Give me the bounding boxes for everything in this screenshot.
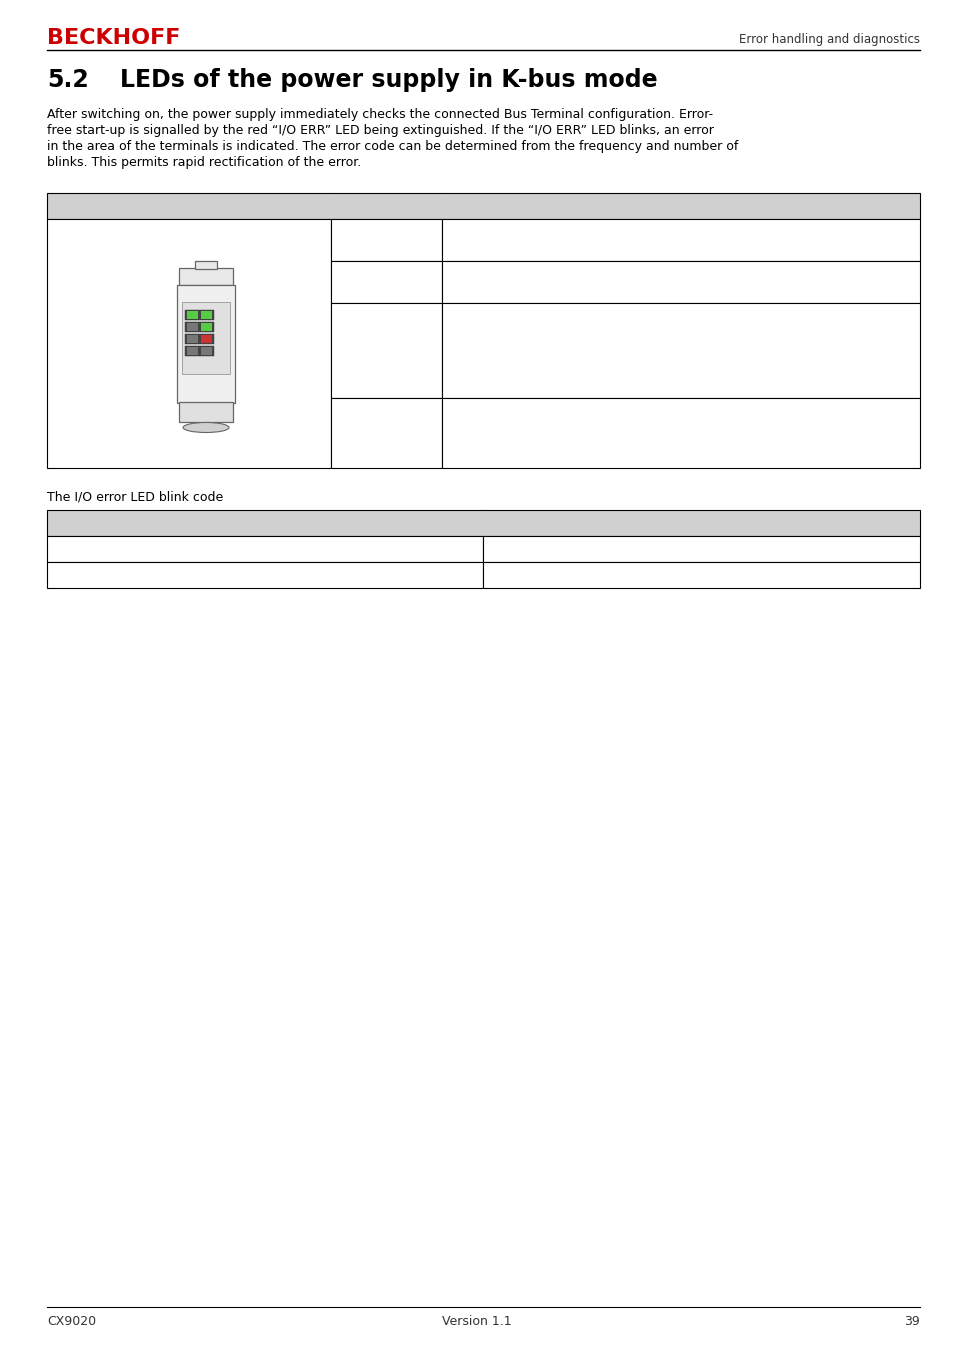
Text: K-BUS RUN: K-BUS RUN	[276, 335, 330, 344]
Text: free start-up is signalled by the red “I/O ERR” LED being extinguished. If the “: free start-up is signalled by the red “I…	[47, 124, 713, 136]
Text: Us 24V: Us 24V	[59, 321, 95, 332]
Text: CX9020: CX9020	[47, 1315, 96, 1328]
Text: Up 24V: Up 24V	[335, 269, 381, 281]
Text: Us 24 V: Us 24 V	[335, 225, 383, 239]
Text: K-bus diagnostics. The red LED flashes to indicate: K-bus diagnostics. The red LED flashes t…	[447, 405, 759, 418]
Text: an error. The red LED blinks with two different: an error. The red LED blinks with two di…	[447, 420, 735, 433]
Text: K-BUS ERR: K-BUS ERR	[335, 405, 401, 418]
Text: Display: Display	[52, 198, 103, 211]
Text: 39: 39	[903, 1315, 919, 1328]
Text: K-BUS ERR: K-BUS ERR	[276, 347, 328, 356]
Text: Fast blinking: Fast blinking	[52, 514, 142, 528]
Text: K-bus diagnostics. The green LED lights up in order: K-bus diagnostics. The green LED lights …	[447, 310, 766, 323]
Text: Start of the error code: Start of the error code	[488, 514, 646, 528]
Text: Second slow sequence: Second slow sequence	[52, 568, 210, 580]
Text: LED: LED	[335, 198, 362, 211]
Text: Error code argument: Error code argument	[488, 568, 618, 580]
Text: that the communication with the fieldbus system is: that the communication with the fieldbus…	[447, 340, 768, 352]
Text: After switching on, the power supply immediately checks the connected Bus Termin: After switching on, the power supply imm…	[47, 108, 713, 122]
Text: 5.2: 5.2	[47, 68, 89, 92]
Text: in the area of the terminals is indicated. The error code can be determined from: in the area of the terminals is indicate…	[47, 140, 738, 153]
Text: K-BUS RUN: K-BUS RUN	[335, 310, 403, 323]
Text: to indicate fault-free operation. "Fault-free" means: to indicate fault-free operation. "Fault…	[447, 325, 764, 338]
Text: Error code: Error code	[488, 541, 552, 555]
Text: The I/O error LED blink code: The I/O error LED blink code	[47, 490, 223, 504]
Text: First slow sequence: First slow sequence	[52, 541, 191, 555]
Text: Up 24V: Up 24V	[276, 323, 313, 332]
Text: frequencies.: frequencies.	[447, 435, 524, 448]
Text: BECKHOFF: BECKHOFF	[47, 28, 180, 49]
Text: LEDs of the power supply in K-bus mode: LEDs of the power supply in K-bus mode	[120, 68, 657, 92]
Text: green if the power supply is correct.: green if the power supply is correct.	[447, 284, 673, 296]
Text: Version 1.1: Version 1.1	[442, 1315, 511, 1328]
Text: Meaning: Meaning	[447, 198, 507, 211]
Text: Error handling and diagnostics: Error handling and diagnostics	[739, 32, 919, 46]
Text: green if the power supply is correct.: green if the power supply is correct.	[447, 242, 673, 254]
Text: also running.: also running.	[447, 355, 528, 369]
Text: blinks. This permits rapid rectification of the error.: blinks. This permits rapid rectification…	[47, 157, 361, 169]
Text: Power supply for terminal bus. The LED lights: Power supply for terminal bus. The LED l…	[447, 269, 731, 281]
Text: Power supply for the CPU module. The LED lights: Power supply for the CPU module. The LED…	[447, 225, 753, 239]
